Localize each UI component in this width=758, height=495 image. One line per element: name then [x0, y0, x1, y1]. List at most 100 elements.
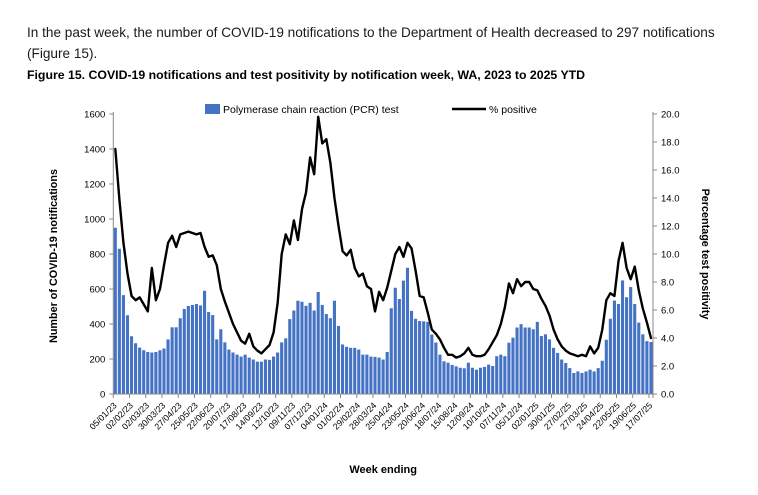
bar [596, 368, 600, 394]
bar [328, 318, 332, 395]
bar [523, 327, 527, 394]
bar [560, 359, 564, 394]
bar [438, 354, 442, 395]
y-right-tick-label: 14.0 [661, 194, 680, 205]
bar [462, 368, 466, 394]
bar [389, 308, 393, 394]
bar [134, 343, 138, 394]
x-axis-title: Week ending [349, 464, 417, 476]
bar [483, 366, 487, 395]
bar [349, 347, 353, 394]
bar [150, 352, 154, 394]
bar [397, 298, 401, 395]
legend-bar-swatch [205, 104, 220, 114]
bar [125, 315, 130, 394]
bar [117, 248, 121, 394]
bar [409, 310, 414, 395]
bar [288, 319, 292, 394]
bar [458, 367, 462, 394]
bar [604, 339, 608, 394]
bar [247, 357, 251, 394]
bar [182, 308, 186, 394]
bar [568, 368, 572, 394]
bar [552, 347, 556, 394]
bar [466, 362, 470, 394]
bar [576, 371, 580, 394]
bar [320, 304, 324, 395]
y-left-tick-label: 600 [89, 285, 105, 296]
bar [113, 227, 117, 394]
bar [393, 287, 397, 394]
bar [641, 334, 645, 394]
bar [580, 373, 584, 394]
legend [205, 104, 486, 114]
bar [629, 287, 633, 394]
bar [190, 304, 194, 395]
bar [280, 342, 284, 395]
y-left-tick-label: 800 [89, 250, 105, 261]
y-left-tick-label: 1400 [84, 145, 105, 156]
bar [405, 267, 410, 394]
bar [259, 361, 263, 395]
bar [251, 359, 255, 394]
bar [385, 352, 389, 394]
bar [308, 302, 312, 394]
y-right-tick-label: 8.0 [661, 278, 674, 289]
bar [608, 318, 612, 394]
bar [353, 347, 357, 394]
bar [470, 367, 474, 394]
bar [121, 295, 125, 395]
bar [487, 364, 491, 394]
legend-line-label: % positive [489, 104, 537, 116]
bar [620, 280, 625, 395]
bar [612, 300, 616, 394]
bar [243, 354, 247, 395]
bar [531, 329, 535, 394]
bar [450, 364, 454, 394]
bar [572, 373, 576, 394]
y-left-tick-label: 200 [89, 355, 105, 366]
bar [276, 352, 280, 394]
bar [267, 359, 272, 395]
bar [478, 367, 483, 394]
bar [162, 348, 166, 394]
bar [235, 354, 239, 395]
bar [340, 344, 345, 394]
bar [564, 363, 568, 394]
y-left-tick-label: 1000 [84, 215, 105, 226]
bar [499, 354, 503, 395]
y-right-tick-label: 4.0 [661, 334, 674, 345]
bar [211, 315, 215, 394]
bar [170, 327, 174, 394]
bar [312, 310, 316, 394]
bar [227, 349, 231, 394]
bar [547, 339, 552, 394]
bar [584, 371, 588, 394]
y-axis-left-title: Number of COVID-19 notifications [48, 169, 60, 343]
figure-caption: Figure 15. COVID-19 notifications and te… [27, 68, 586, 82]
bar [507, 342, 511, 394]
y-right-tick-label: 16.0 [661, 166, 680, 177]
bar [272, 356, 276, 394]
bar [418, 321, 422, 394]
bar [491, 366, 495, 394]
y-left-tick-label: 1200 [84, 180, 105, 191]
bar [511, 337, 515, 394]
y-left-tick-label: 0 [100, 390, 105, 401]
intro-paragraph: In the past week, the number of COVID-19… [27, 25, 715, 61]
bar [203, 290, 207, 394]
bar [239, 356, 243, 394]
bar [255, 361, 259, 395]
bar [422, 321, 426, 395]
bar [198, 305, 203, 394]
bar [556, 352, 560, 395]
bar [316, 291, 320, 395]
bar [527, 327, 531, 394]
bar [300, 301, 304, 394]
bar [373, 356, 377, 394]
bar [129, 336, 134, 394]
legend-bar-label: Polymerase chain reaction (PCR) test [223, 104, 399, 116]
bar [377, 357, 381, 394]
bar [158, 350, 162, 394]
